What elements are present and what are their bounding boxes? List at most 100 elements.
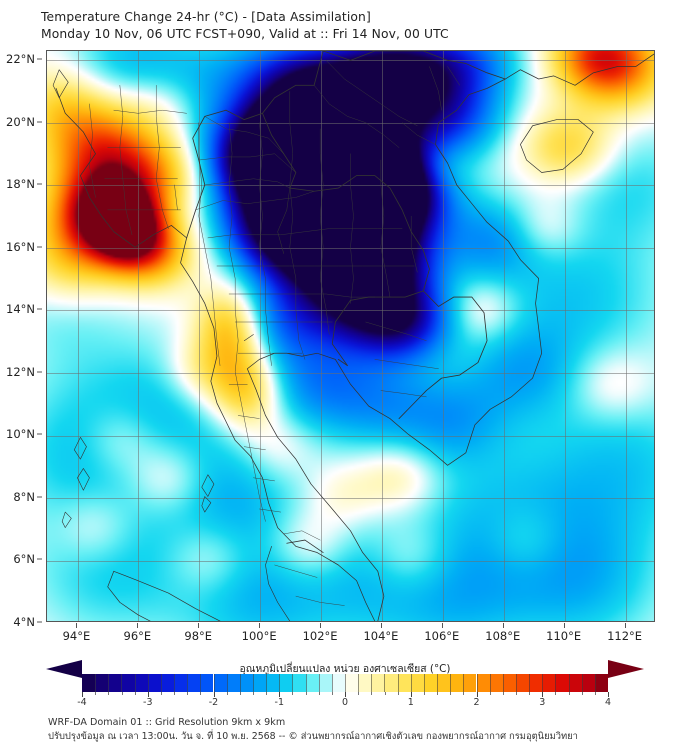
colorbar-segment (95, 674, 109, 692)
colorbar-segment (239, 674, 253, 692)
page-title: Temperature Change 24-hr (°C) - [Data As… (41, 10, 371, 24)
colorbar-major-tick (476, 692, 478, 697)
colorbar-segment (594, 674, 608, 692)
longitude-tick-label: 100°E (241, 629, 277, 643)
temperature-anomaly-field (47, 51, 654, 621)
colorbar-minor-tick (200, 692, 202, 695)
colorbar-minor-tick (226, 692, 228, 695)
colorbar: อุณหภูมิเปลี่ยนแปลง หน่วย องศาเซลเซียส (… (46, 660, 644, 708)
colorbar-minor-tick (489, 692, 491, 695)
latitude-axis: 4°N 6°N 8°N 10°N 12°N 14°N 16°N 18°N 20°N 22°N (0, 50, 42, 629)
colorbar-segment (266, 674, 280, 692)
colorbar-minor-tick (239, 692, 241, 695)
longitude-tick-mark (198, 623, 200, 628)
colorbar-segment (502, 674, 516, 692)
colorbar-minor-tick (529, 692, 531, 695)
colorbar-segment (410, 674, 424, 692)
colorbar-major-tick (542, 692, 544, 697)
colorbar-minor-tick (450, 692, 452, 695)
latitude-tick-mark (37, 246, 42, 248)
colorbar-tick-value: -2 (208, 697, 219, 708)
colorbar-minor-tick (292, 692, 294, 695)
colorbar-segment (318, 674, 332, 692)
colorbar-segment (437, 674, 451, 692)
latitude-tick-label: 6°N (13, 552, 35, 567)
colorbar-segment (568, 674, 582, 692)
colorbar-label: อุณหภูมิเปลี่ยนแปลง หน่วย องศาเซลเซียส (… (239, 663, 451, 675)
colorbar-minor-tick (594, 692, 596, 695)
colorbar-segment (358, 674, 372, 692)
longitude-tick-mark (624, 623, 626, 628)
longitude-tick-mark (502, 623, 504, 628)
latitude-tick-mark (37, 621, 42, 623)
longitude-tick-label: 112°E (607, 629, 643, 643)
colorbar-segment (160, 674, 175, 692)
colorbar-segment (252, 674, 267, 692)
longitude-tick-mark (76, 623, 78, 628)
colorbar-minor-tick (423, 692, 425, 695)
colorbar-major-tick (213, 692, 215, 697)
latitude-tick-label: 14°N (6, 302, 35, 317)
update-credit-line: ปรับปรุงข้อมูล ณ เวลา 13:00น. วัน จ. ที่… (48, 731, 578, 743)
colorbar-tick-value: -3 (143, 697, 153, 708)
colorbar-minor-tick (502, 692, 504, 695)
colorbar-tick-value: 0 (341, 697, 349, 708)
colorbar-minor-tick (187, 692, 189, 695)
colorbar-minor-tick (174, 692, 176, 695)
colorbar-major-tick (147, 692, 149, 697)
colorbar-minor-tick (581, 692, 583, 695)
longitude-tick-mark (320, 623, 322, 628)
latitude-tick-label: 12°N (6, 364, 35, 379)
colorbar-major-tick (410, 692, 412, 697)
colorbar-tick-value: 2 (473, 697, 480, 708)
colorbar-segment (174, 674, 188, 692)
chart-title-block: Temperature Change 24-hr (°C) - [Data As… (41, 9, 449, 44)
colorbar-major-tick (279, 692, 281, 697)
colorbar-segment (397, 674, 411, 692)
colorbar-segment (187, 674, 201, 692)
colorbar-segment (476, 674, 490, 692)
longitude-tick-label: 98°E (184, 629, 213, 643)
colorbar-minor-tick (134, 692, 136, 695)
colorbar-minor-tick (358, 692, 360, 695)
colorbar-segment (371, 674, 385, 692)
colorbar-segment (529, 674, 543, 692)
colorbar-segment (108, 674, 122, 692)
colorbar-minor-tick (160, 692, 162, 695)
colorbar-segment (226, 674, 240, 692)
colorbar-segment (384, 674, 398, 692)
longitude-tick-mark (441, 623, 443, 628)
latitude-tick-mark (37, 58, 42, 60)
colorbar-minor-tick (516, 692, 517, 695)
colorbar-segment (555, 674, 569, 692)
colorbar-segment (213, 674, 227, 692)
footer-credits: WRF-DA Domain 01 :: Grid Resolution 9km … (48, 715, 578, 745)
latitude-tick-mark (37, 558, 42, 560)
latitude-tick-label: 16°N (6, 239, 35, 254)
colorbar-major-tick (82, 692, 83, 697)
colorbar-segment (147, 674, 161, 692)
colorbar-max-extend-arrow (608, 660, 644, 678)
colorbar-minor-tick (121, 692, 123, 695)
longitude-tick-mark (563, 623, 565, 628)
longitude-tick-label: 110°E (546, 629, 582, 643)
map-plot-area[interactable] (46, 50, 655, 622)
colorbar-tick-value: 1 (407, 697, 414, 708)
latitude-tick-mark (37, 308, 42, 310)
latitude-tick-label: 8°N (13, 489, 35, 504)
longitude-tick-label: 102°E (302, 629, 338, 643)
longitude-axis: 94°E 96°E 98°E 100°E 102°E 104°E 106°E 108°E 110… (46, 623, 655, 645)
latitude-tick-mark (37, 433, 42, 435)
colorbar-segment (345, 674, 359, 692)
colorbar-segment (542, 674, 556, 692)
colorbar-minor-tick (568, 692, 570, 695)
colorbar-segment (134, 674, 148, 692)
colorbar-segment (82, 674, 96, 692)
colorbar-min-extend-arrow (46, 660, 82, 678)
latitude-tick-label: 4°N (13, 615, 35, 629)
longitude-tick-mark (137, 623, 139, 628)
colorbar-major-tick (345, 692, 346, 697)
colorbar-tick-value: -1 (274, 697, 285, 708)
colorbar-gradient (82, 674, 608, 692)
